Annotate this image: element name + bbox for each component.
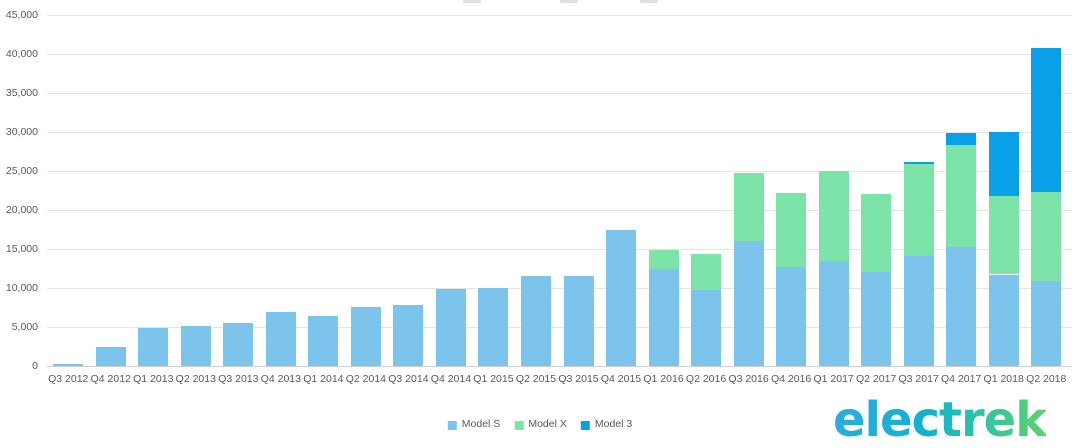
legend: Model S Model X Model 3	[447, 416, 633, 431]
x-tick-label: Q3 2015	[558, 373, 599, 385]
x-tick-label: Q4 2013	[260, 373, 301, 385]
bar-segment-model-s-q3-2015	[563, 275, 594, 366]
cropped-title-remnant	[640, 0, 658, 3]
y-tick-label: 10,000	[5, 282, 38, 294]
grid-line	[47, 171, 1072, 172]
grid-line	[47, 132, 1072, 133]
bar-segment-model-s-q2-2013	[180, 325, 211, 366]
bar-segment-model-x-q1-2016	[648, 250, 679, 270]
legend-label: Model S	[461, 418, 501, 430]
grid-line	[47, 210, 1072, 211]
x-tick-label: Q3 2014	[388, 373, 429, 385]
bar-segment-model-x-q2-2016	[691, 253, 722, 290]
bar-segment-model-s-q1-2015	[478, 287, 509, 366]
y-tick-label: 45,000	[5, 9, 38, 21]
bar-segment-model-x-q4-2016	[776, 192, 807, 267]
bar-segment-model-3-q3-2017	[903, 162, 934, 164]
legend-item-model-3: Model 3	[580, 416, 633, 431]
bar-segment-model-s-q3-2017	[903, 256, 934, 366]
x-tick-label: Q3 2016	[728, 373, 769, 385]
x-tick-label: Q1 2017	[813, 373, 854, 385]
bar-segment-model-s-q1-2014	[308, 315, 339, 366]
bar-segment-model-s-q4-2012	[95, 347, 126, 366]
y-tick-label: 5,000	[11, 321, 38, 333]
bar-segment-model-s-q4-2016	[776, 266, 807, 366]
x-tick-label: Q1 2015	[473, 373, 514, 385]
bar-segment-model-x-q1-2018	[988, 195, 1019, 275]
x-tick-label: Q3 2012	[48, 373, 89, 385]
grid-line	[47, 249, 1072, 250]
x-tick-label: Q2 2016	[685, 373, 727, 385]
x-tick-label: Q1 2013	[133, 373, 174, 385]
x-tick-label: Q2 2017	[855, 373, 897, 385]
bar-segment-model-s-q2-2014	[350, 306, 381, 366]
x-tick-label: Q1 2014	[303, 373, 344, 385]
x-tick-label: Q2 2013	[175, 373, 216, 385]
y-tick-label: 30,000	[5, 126, 38, 138]
bar-segment-model-s-q2-2017	[861, 272, 892, 366]
y-tick-label: 25,000	[5, 165, 38, 177]
x-tick-label: Q2 2018	[1026, 373, 1067, 385]
bar-segment-model-x-q2-2018	[1031, 192, 1062, 281]
bar-segment-model-s-q2-2018	[1031, 280, 1062, 366]
bar-segment-model-s-q1-2016	[648, 269, 679, 366]
bar-segment-model-s-q3-2013	[223, 323, 254, 366]
x-tick-label: Q4 2015	[600, 373, 642, 385]
bar-segment-model-s-q4-2014	[435, 289, 466, 366]
bar-segment-model-s-q4-2017	[946, 247, 977, 366]
x-tick-label: Q4 2017	[941, 373, 982, 385]
cropped-title-remnant	[463, 0, 481, 3]
legend-label: Model X	[528, 418, 567, 430]
grid-line	[47, 15, 1072, 16]
grid-line	[47, 93, 1072, 94]
y-tick-label: 40,000	[5, 48, 38, 60]
x-tick-label: Q3 2013	[218, 373, 259, 385]
y-tick-label: 0	[32, 360, 38, 372]
bar-segment-model-s-q4-2013	[265, 312, 296, 366]
bar-segment-model-s-q3-2016	[733, 241, 764, 366]
x-tick-label: Q2 2014	[345, 373, 387, 385]
x-tick-label: Q3 2017	[898, 373, 939, 385]
bar-segment-model-x-q1-2017	[818, 171, 849, 262]
legend-item-model-x: Model X	[514, 416, 567, 431]
x-tick-label: Q4 2014	[430, 373, 472, 385]
grid-line	[47, 327, 1072, 328]
x-tick-label: Q2 2015	[515, 373, 557, 385]
y-tick-label: 20,000	[5, 204, 38, 216]
electrek-logo: electrek	[833, 392, 1047, 448]
grid-line	[47, 54, 1072, 55]
bar-segment-model-s-q3-2012	[53, 364, 84, 366]
bar-segment-model-s-q1-2018	[988, 274, 1019, 366]
cropped-title-remnant	[560, 0, 578, 3]
y-tick-label: 35,000	[5, 87, 38, 99]
bar-segment-model-s-q2-2015	[520, 276, 551, 366]
grid-line	[47, 366, 1072, 367]
bar-segment-model-3-q2-2018	[1031, 48, 1062, 193]
bar-segment-model-s-q1-2013	[138, 327, 169, 366]
bar-segment-model-s-q2-2016	[691, 289, 722, 366]
bar-segment-model-3-q1-2018	[988, 132, 1019, 196]
bar-segment-model-x-q2-2017	[861, 194, 892, 273]
bar-segment-model-s-q3-2014	[393, 305, 424, 366]
x-tick-label: Q1 2018	[983, 373, 1024, 385]
x-tick-label: Q4 2012	[90, 373, 131, 385]
y-tick-label: 15,000	[5, 243, 38, 255]
bar-segment-model-x-q4-2017	[946, 145, 977, 248]
legend-item-model-s: Model S	[447, 416, 501, 431]
x-tick-label: Q4 2016	[770, 373, 812, 385]
bar-segment-model-x-q3-2016	[733, 173, 764, 242]
bar-segment-model-3-q4-2017	[946, 133, 977, 146]
bar-segment-model-s-q1-2017	[818, 261, 849, 366]
bar-segment-model-s-q4-2015	[606, 230, 637, 366]
tesla-quarterly-deliveries-chart: 0 5,000 10,000 15,000 20,000 25,000 30,000 35,0…	[5, 0, 1072, 444]
legend-label: Model 3	[594, 418, 633, 430]
grid-line	[47, 288, 1072, 289]
bar-segment-model-x-q3-2017	[903, 163, 934, 257]
x-tick-label: Q1 2016	[643, 373, 684, 385]
